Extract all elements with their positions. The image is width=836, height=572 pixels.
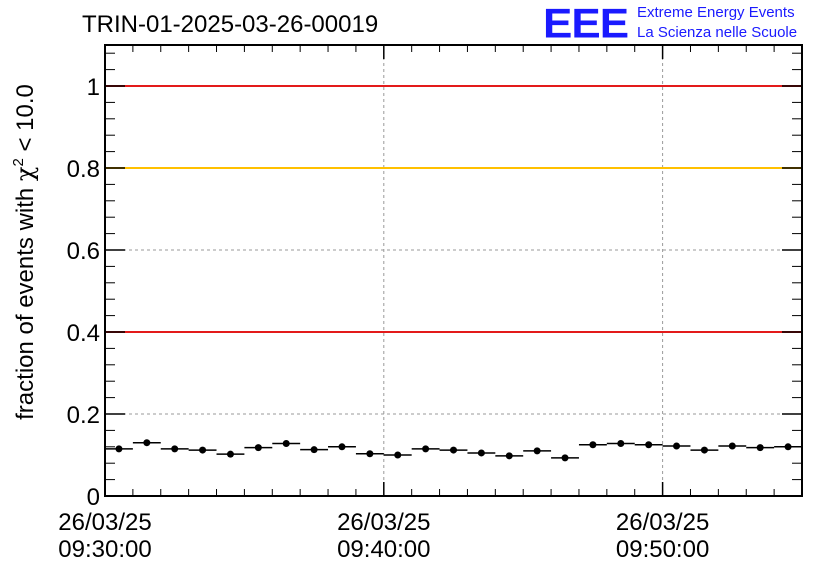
data-points <box>105 439 802 462</box>
data-point <box>477 449 485 457</box>
data-point <box>784 443 792 451</box>
y-axis-label-sup: 2 <box>10 158 27 166</box>
data-point <box>700 446 708 454</box>
data-point <box>645 441 653 449</box>
x-tick-label-date: 26/03/25 <box>58 509 151 536</box>
data-point <box>450 446 457 454</box>
data-point <box>226 450 234 458</box>
logo-line-2: La Scienza nelle Scuole <box>637 24 798 41</box>
chart-title: TRIN-01-2025-03-26-00019 <box>82 11 378 38</box>
x-tick-label-time: 09:50:00 <box>616 536 709 563</box>
data-point <box>422 445 430 453</box>
x-tick-label-time: 09:40:00 <box>337 536 430 563</box>
data-point <box>589 441 597 449</box>
y-tick-label: 1 <box>87 74 100 101</box>
tick-labels: 00.20.40.60.8126/03/2509:30:0026/03/2509… <box>58 74 709 563</box>
data-point <box>756 444 764 452</box>
data-point <box>338 443 346 451</box>
y-axis-label-chi: χ <box>11 166 39 181</box>
data-point <box>617 440 625 448</box>
y-tick-label: 0 <box>87 484 100 511</box>
data-point <box>673 442 681 450</box>
y-tick-label: 0.8 <box>67 156 100 183</box>
data-point <box>254 444 262 452</box>
y-axis-label-post: < 10.0 <box>12 84 39 158</box>
data-point <box>282 440 290 448</box>
data-point <box>561 454 569 462</box>
y-tick-label: 0.2 <box>67 402 100 429</box>
data-point <box>394 451 402 459</box>
data-point <box>728 442 736 450</box>
data-point <box>533 447 541 455</box>
logo-line-1: Extreme Energy Events <box>637 4 795 21</box>
x-tick-label-date: 26/03/25 <box>616 509 709 536</box>
y-tick-label: 0.4 <box>67 320 100 347</box>
data-point <box>143 439 151 447</box>
axis-ticks <box>104 45 802 497</box>
x-tick-label-time: 09:30:00 <box>58 536 151 563</box>
x-tick-label-date: 26/03/25 <box>337 509 430 536</box>
data-point <box>310 446 318 454</box>
y-axis-label-pre: fraction of events with <box>12 181 39 420</box>
logo-mark: EEE <box>543 0 629 47</box>
data-point <box>366 450 374 458</box>
reference-lines <box>105 85 802 333</box>
plot-frame <box>104 44 803 497</box>
data-point <box>505 452 513 460</box>
data-point <box>199 446 207 454</box>
y-tick-label: 0.6 <box>67 238 100 265</box>
eee-logo: EEE Extreme Energy Events La Scienza nel… <box>543 2 833 46</box>
grid <box>105 45 802 496</box>
data-point <box>115 445 123 453</box>
data-point <box>171 445 179 453</box>
y-axis-label: fraction of events with χ2 < 10.0 <box>10 84 39 420</box>
